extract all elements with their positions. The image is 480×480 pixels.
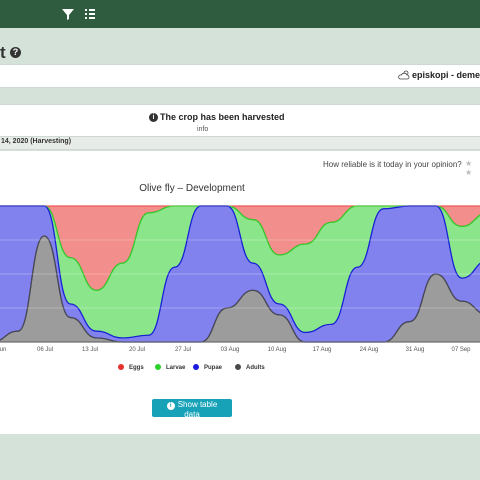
x-tick-label: 17 Aug — [313, 347, 332, 353]
legend-label: Pupae — [204, 365, 223, 371]
x-tick-label: 31 Aug — [406, 347, 425, 353]
show-table-label: Show table data — [177, 400, 218, 419]
x-tick-label: 27 Jul — [175, 347, 191, 353]
x-tick-label: 03 Aug — [221, 347, 240, 353]
legend-dot — [118, 364, 124, 370]
status-panel: i The crop has been harvested info — [0, 104, 480, 137]
stage-date-strip: 14, 2020 (Harvesting) — [0, 136, 480, 150]
x-tick-label: un — [0, 347, 6, 353]
development-chart: Olive fly – Development un 06 Jul 13 Jul 20… — [0, 183, 480, 353]
filter-icon[interactable] — [60, 6, 76, 22]
show-table-button[interactable]: i Show table data — [152, 399, 232, 419]
x-tick-label: 24 Aug — [360, 347, 379, 353]
partly-cloudy-icon — [398, 70, 410, 80]
x-tick-label: 10 Aug — [268, 347, 287, 353]
location-name: episkopi - demeter g — [412, 70, 480, 80]
area-adults — [0, 235, 480, 343]
reliability-question: How reliable is it today in your opinion… — [323, 160, 462, 169]
page-title: t — [0, 43, 6, 62]
status-message: The crop has been harvested — [160, 112, 285, 122]
x-tick-label: 06 Jul — [37, 347, 53, 353]
location-panel: episkopi - demeter g — [0, 64, 480, 88]
x-tick-label: 20 Jul — [129, 347, 145, 353]
legend-label: Eggs — [129, 365, 144, 371]
help-icon[interactable]: ? — [10, 47, 21, 58]
status-sub: info — [197, 126, 209, 133]
legend-label: Larvae — [166, 365, 186, 371]
stage-date: 14, 2020 (Harvesting) — [1, 138, 72, 145]
legend-item-adults[interactable]: Adults — [235, 364, 265, 371]
legend-dot — [193, 364, 199, 370]
legend-dot — [155, 364, 161, 370]
top-navbar — [0, 0, 480, 28]
legend-dot — [235, 364, 241, 370]
legend-item-larvae[interactable]: Larvae — [155, 364, 185, 371]
chart-title: Olive fly – Development — [139, 183, 245, 194]
legend-label: Adults — [246, 365, 265, 371]
list-icon[interactable] — [82, 6, 98, 22]
legend-item-pupae[interactable]: Pupae — [193, 364, 222, 371]
legend-item-eggs[interactable]: Eggs — [118, 364, 144, 371]
x-tick-label: 07 Sep — [451, 347, 471, 353]
info-icon: i — [149, 113, 158, 122]
x-tick-label: 13 Jul — [82, 347, 98, 353]
rating-stars[interactable]: ★ ★ — [465, 159, 475, 177]
info-icon: i — [166, 402, 175, 410]
